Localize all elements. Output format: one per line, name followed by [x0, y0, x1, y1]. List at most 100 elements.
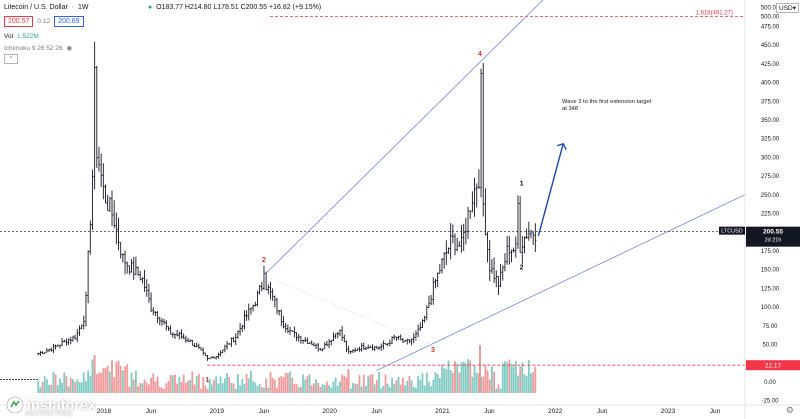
volume-bar — [467, 359, 469, 393]
volume-value: 1.522M — [17, 33, 39, 40]
ask-price[interactable]: 200.69 — [54, 16, 84, 27]
x-tick-label: 2021 — [435, 408, 450, 415]
volume-bar — [37, 380, 40, 393]
symbol-tag: LTCUSD — [721, 229, 743, 235]
volume-bar — [154, 381, 157, 393]
volume-bar — [367, 376, 370, 393]
volume-bar — [72, 378, 74, 393]
bid-ask-row: 200.57 0.12 200.69 — [4, 16, 84, 27]
volume-bar — [454, 361, 456, 393]
symbol-name: Litecoin / U.S. Dollar — [4, 4, 68, 11]
symbol-title[interactable]: Litecoin / U.S. Dollar · 1W — [4, 4, 89, 11]
helper-line — [263, 275, 434, 347]
x-tick-label: Jun — [146, 408, 157, 415]
volume-bar — [302, 374, 304, 393]
y-tick-label: 0.00 — [764, 380, 776, 386]
volume-bar — [163, 388, 166, 393]
volume-bar — [425, 372, 428, 393]
volume-bar — [289, 371, 291, 393]
volume-bar — [78, 382, 81, 393]
volume-bar — [473, 365, 476, 393]
volume-bar — [234, 388, 237, 393]
volume-bar — [406, 381, 409, 393]
logo-subtitle: Instant Forex Trading — [25, 411, 73, 417]
x-tick-label: Jun — [484, 408, 495, 415]
gear-icon[interactable]: ⚙ — [785, 405, 794, 415]
volume-bar — [187, 380, 189, 393]
wave-label: 1 — [520, 181, 524, 188]
volume-bar — [321, 384, 324, 393]
x-tick-label: Jun — [710, 408, 721, 415]
volume-bar — [388, 387, 391, 393]
wave-label: 2 — [520, 265, 524, 272]
volume-bar — [410, 380, 413, 393]
volume-bar — [349, 388, 352, 393]
volume-bar — [530, 373, 532, 393]
volume-bar — [167, 381, 170, 393]
volume-bar — [263, 387, 265, 393]
volume-bar — [85, 381, 87, 393]
currency-label: USD — [779, 5, 793, 12]
volume-bar — [510, 363, 513, 393]
volume-bar — [145, 382, 148, 393]
y-tick-label: 50.00 — [762, 343, 778, 349]
volume-bar — [48, 384, 50, 393]
eye-icon[interactable]: ◉ — [66, 45, 73, 52]
y-tick-label: -25.00 — [761, 399, 779, 405]
volume-bar — [284, 372, 287, 393]
volume-bar — [206, 388, 209, 393]
ichimoku-legend[interactable]: Ichimoku 9 26 52 26 ◉ — [4, 44, 73, 53]
volume-bar — [358, 375, 361, 393]
volume-bar — [534, 366, 537, 393]
y-tick-label: 400.00 — [761, 81, 780, 87]
volume-bar — [182, 374, 185, 393]
volume-bar — [223, 378, 226, 393]
volume-bar — [221, 383, 224, 393]
y-tick-label: 350.00 — [761, 118, 780, 124]
volume-bar — [417, 375, 420, 393]
volume-bar — [89, 376, 92, 393]
volume-bar — [115, 361, 118, 393]
volume-bar — [479, 345, 481, 393]
volume-bar — [360, 386, 363, 393]
volume-bar — [124, 366, 126, 393]
volume-bar — [477, 373, 480, 393]
volume-bar — [230, 382, 233, 393]
volume-bar — [139, 383, 142, 393]
volume-bar — [241, 378, 244, 393]
volume-bar — [365, 385, 367, 393]
volume-bar — [451, 372, 454, 393]
y-tick-label: 175.00 — [761, 249, 780, 255]
volume-bar — [134, 370, 137, 393]
volume-bar — [408, 375, 411, 393]
volume-bar — [210, 384, 213, 393]
volume-bar — [486, 370, 489, 393]
volume-bar — [245, 373, 248, 393]
volume-bar — [39, 387, 42, 393]
volume-legend[interactable]: Vol 1.522M — [4, 33, 39, 40]
volume-bar — [176, 383, 179, 393]
volume-bar — [525, 375, 528, 393]
volume-bar — [91, 359, 94, 393]
wave-note-line: Wave 3 to the first extension target — [562, 99, 652, 105]
volume-bar — [334, 377, 337, 393]
volume-bar — [265, 378, 268, 393]
volume-bar — [493, 371, 495, 393]
collapse-legend-button[interactable]: ^ — [4, 54, 18, 64]
bid-price[interactable]: 200.57 — [4, 16, 34, 27]
volume-bar — [469, 360, 472, 393]
volume-bar — [488, 379, 491, 393]
ohlc-values: O183.77 H214.80 L178.51 C200.55 +16.82 (… — [156, 4, 322, 11]
price-layer — [0, 41, 537, 380]
volume-bar — [369, 374, 372, 393]
y-tick-label: 425.00 — [761, 62, 780, 68]
volume-bar — [141, 383, 144, 393]
volume-bar — [104, 368, 107, 393]
volume-bar — [436, 374, 439, 393]
currency-selector[interactable]: USD▾ — [776, 3, 799, 13]
volume-bar — [512, 366, 515, 393]
volume-bar — [80, 382, 83, 393]
volume-bar — [423, 385, 426, 393]
